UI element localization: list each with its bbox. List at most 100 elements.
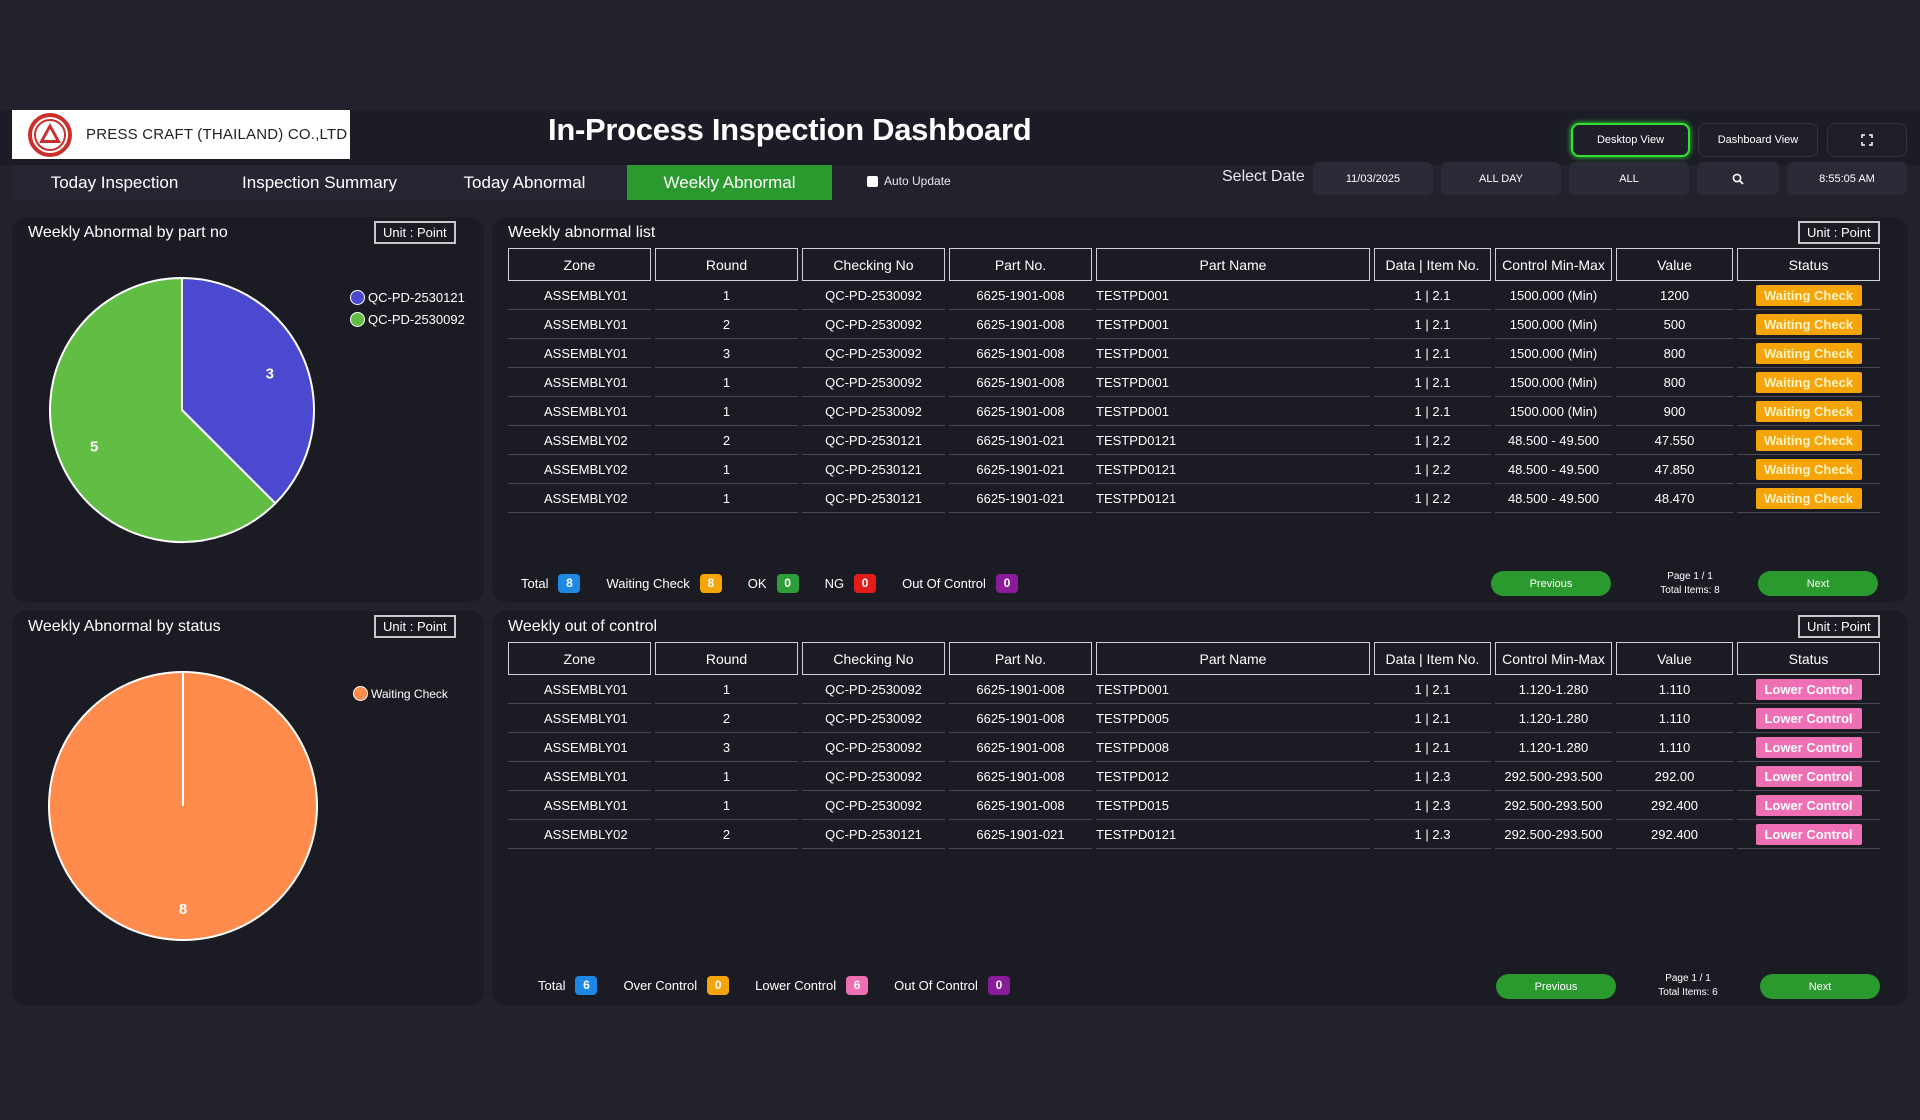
out-of-control-next-button[interactable]: Next: [1760, 974, 1880, 999]
out-of-control-table: Zone Round Checking No Part No. Part Name Dat…: [504, 642, 1884, 849]
cell-control-min-max: 1500.000 (Min): [1495, 368, 1612, 397]
column-header-round[interactable]: Round: [655, 642, 798, 675]
auto-update-label: Auto Update: [884, 174, 951, 188]
table-row[interactable]: ASSEMBLY01 3 QC-PD-2530092 6625-1901-008 TES…: [508, 339, 1880, 368]
dashboard-view-button[interactable]: Dashboard View: [1698, 123, 1818, 157]
part-chart-title: Weekly Abnormal by part no: [28, 224, 228, 241]
cell-part-name: TESTPD001: [1096, 397, 1370, 426]
column-header-status[interactable]: Status: [1737, 248, 1880, 281]
cell-data-item-no: 1 | 2.2: [1374, 484, 1491, 513]
table-row[interactable]: ASSEMBLY02 1 QC-PD-2530121 6625-1901-021 TES…: [508, 484, 1880, 513]
legend-item[interactable]: QC-PD-2530092: [350, 312, 465, 327]
desktop-view-button[interactable]: Desktop View: [1571, 123, 1690, 157]
cell-value: 800: [1616, 339, 1733, 368]
column-header-status[interactable]: Status: [1737, 642, 1880, 675]
cell-round: 1: [655, 368, 798, 397]
column-header-zone[interactable]: Zone: [508, 642, 651, 675]
table-row[interactable]: ASSEMBLY02 2 QC-PD-2530121 6625-1901-021 TES…: [508, 820, 1880, 849]
legend-item[interactable]: Waiting Check: [353, 686, 448, 701]
summary-label: Out Of Control: [902, 576, 986, 591]
cell-control-min-max: 1500.000 (Min): [1495, 281, 1612, 310]
table-row[interactable]: ASSEMBLY01 1 QC-PD-2530092 6625-1901-008 TES…: [508, 762, 1880, 791]
column-header-round[interactable]: Round: [655, 248, 798, 281]
part-chart-legend: QC-PD-2530121 QC-PD-2530092: [350, 290, 465, 334]
abnormal-next-button[interactable]: Next: [1758, 571, 1878, 596]
table-row[interactable]: ASSEMBLY01 1 QC-PD-2530092 6625-1901-008 TES…: [508, 368, 1880, 397]
column-header-part-no[interactable]: Part No.: [949, 248, 1092, 281]
tab-inspection-summary[interactable]: Inspection Summary: [217, 165, 422, 200]
legend-dot: [350, 290, 365, 305]
cell-control-min-max: 48.500 - 49.500: [1495, 484, 1612, 513]
table-row[interactable]: ASSEMBLY01 1 QC-PD-2530092 6625-1901-008 TES…: [508, 791, 1880, 820]
cell-value: 900: [1616, 397, 1733, 426]
column-header-zone[interactable]: Zone: [508, 248, 651, 281]
tab-bar: Today Inspection Inspection Summary Toda…: [12, 165, 1908, 200]
fullscreen-button[interactable]: [1827, 123, 1907, 157]
cell-status: Waiting Check: [1737, 426, 1880, 455]
date-picker[interactable]: 11/03/2025: [1313, 162, 1433, 195]
search-button[interactable]: [1697, 162, 1779, 195]
table-header-row: Zone Round Checking No Part No. Part Name Dat…: [508, 642, 1880, 675]
cell-control-min-max: 48.500 - 49.500: [1495, 455, 1612, 484]
table-row[interactable]: ASSEMBLY01 3 QC-PD-2530092 6625-1901-008 TES…: [508, 733, 1880, 762]
cell-part-name: TESTPD015: [1096, 791, 1370, 820]
column-header-part-name[interactable]: Part Name: [1096, 248, 1370, 281]
status-badge: Lower Control: [1755, 678, 1862, 700]
summary-label: OK: [747, 576, 767, 591]
column-header-checking-no[interactable]: Checking No: [802, 248, 945, 281]
table-row[interactable]: ASSEMBLY01 1 QC-PD-2530092 6625-1901-008 TES…: [508, 397, 1880, 426]
cell-checking-no: QC-PD-2530121: [802, 484, 945, 513]
cell-part-name: TESTPD0121: [1096, 426, 1370, 455]
table-row[interactable]: ASSEMBLY01 2 QC-PD-2530092 6625-1901-008 TES…: [508, 310, 1880, 339]
search-icon: [1732, 173, 1744, 185]
tab-weekly-abnormal[interactable]: Weekly Abnormal: [627, 165, 832, 200]
auto-update-checkbox[interactable]: [867, 175, 878, 187]
expand-icon: [1861, 134, 1873, 146]
cell-status: Lower Control: [1737, 762, 1880, 791]
cell-round: 1: [655, 397, 798, 426]
legend-item[interactable]: QC-PD-2530121: [350, 290, 465, 305]
status-badge: Waiting Check: [1755, 487, 1862, 509]
status-badge: Lower Control: [1755, 794, 1862, 816]
pie-slice[interactable]: [181, 276, 315, 505]
auto-update-toggle[interactable]: Auto Update: [867, 174, 951, 188]
summary-count-badge: 0: [995, 574, 1018, 593]
summary-count-badge: 0: [854, 574, 877, 593]
column-header-value[interactable]: Value: [1616, 642, 1733, 675]
scope-select[interactable]: ALL: [1569, 162, 1689, 195]
tab-today-inspection[interactable]: Today Inspection: [12, 165, 217, 200]
total-items: Total Items: 8: [1660, 585, 1720, 596]
column-header-data-item-no[interactable]: Data | Item No.: [1374, 642, 1491, 675]
column-header-part-no[interactable]: Part No.: [949, 642, 1092, 675]
table-row[interactable]: ASSEMBLY02 2 QC-PD-2530121 6625-1901-021 TES…: [508, 426, 1880, 455]
out-of-control-previous-button[interactable]: Previous: [1496, 974, 1616, 999]
column-header-data-item-no[interactable]: Data | Item No.: [1374, 248, 1491, 281]
table-row[interactable]: ASSEMBLY01 1 QC-PD-2530092 6625-1901-008 TES…: [508, 281, 1880, 310]
pie-slice[interactable]: [49, 276, 277, 543]
abnormal-previous-button[interactable]: Previous: [1491, 571, 1611, 596]
summary-label: Total: [521, 576, 549, 591]
summary-count-badge: 6: [575, 976, 598, 995]
cell-value: 1.110: [1616, 733, 1733, 762]
column-header-part-name[interactable]: Part Name: [1096, 642, 1370, 675]
table-row[interactable]: ASSEMBLY02 1 QC-PD-2530121 6625-1901-021 TES…: [508, 455, 1880, 484]
column-header-value[interactable]: Value: [1616, 248, 1733, 281]
column-header-control-min-max[interactable]: Control Min-Max: [1495, 642, 1612, 675]
table-row[interactable]: ASSEMBLY01 2 QC-PD-2530092 6625-1901-008 TES…: [508, 704, 1880, 733]
cell-round: 1: [655, 455, 798, 484]
cell-control-min-max: 1500.000 (Min): [1495, 310, 1612, 339]
table-row[interactable]: ASSEMBLY01 1 QC-PD-2530092 6625-1901-008 TES…: [508, 675, 1880, 704]
column-header-control-min-max[interactable]: Control Min-Max: [1495, 248, 1612, 281]
cell-part-no: 6625-1901-008: [949, 397, 1092, 426]
column-header-checking-no[interactable]: Checking No: [802, 642, 945, 675]
cell-part-name: TESTPD001: [1096, 368, 1370, 397]
cell-data-item-no: 1 | 2.1: [1374, 675, 1491, 704]
cell-checking-no: QC-PD-2530092: [802, 339, 945, 368]
period-select[interactable]: ALL DAY: [1441, 162, 1561, 195]
cell-value: 500: [1616, 310, 1733, 339]
tab-today-abnormal[interactable]: Today Abnormal: [422, 165, 627, 200]
cell-round: 1: [655, 791, 798, 820]
cell-checking-no: QC-PD-2530092: [802, 310, 945, 339]
legend-label: QC-PD-2530121: [368, 290, 465, 305]
cell-round: 3: [655, 339, 798, 368]
